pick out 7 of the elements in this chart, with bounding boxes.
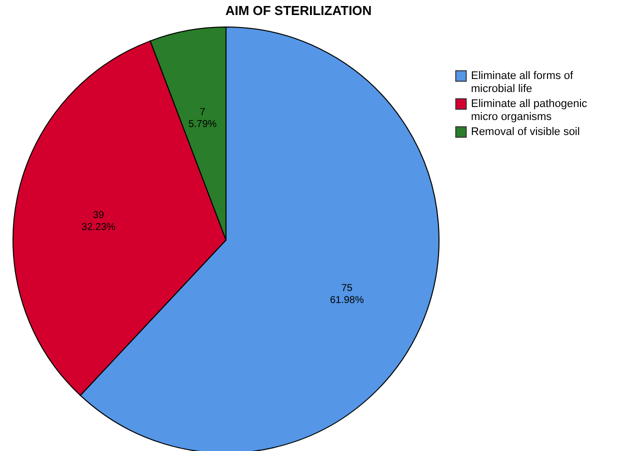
data-label: 39 32.23% — [81, 210, 116, 233]
chart-title: AIM OF STERILIZATION — [225, 3, 372, 18]
data-label: 75 61.98% — [330, 282, 364, 306]
legend-label: Removal of visible soil — [471, 126, 580, 138]
data-label: 7 5.79% — [188, 107, 217, 130]
legend-label: Eliminate all forms of microbial life — [471, 70, 574, 95]
legend-label: Eliminate all pathogenic micro organisms — [471, 98, 588, 123]
